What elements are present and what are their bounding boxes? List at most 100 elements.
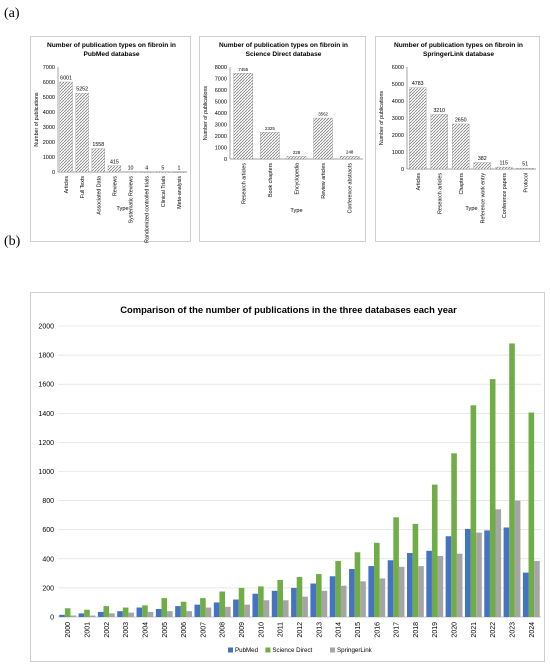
y-tick-label: 6000 xyxy=(43,80,55,86)
x-tick-label: Associated Data xyxy=(96,176,102,215)
x-tick-label: 2020 xyxy=(452,622,459,638)
y-tick-label: 6000 xyxy=(392,65,404,71)
bar-science-direct xyxy=(451,453,457,617)
bar-springerlink xyxy=(128,612,135,617)
x-tick-label: Clinical Trials xyxy=(161,176,167,208)
springerlink-types-svg: Number of publication types on fibroin i… xyxy=(379,42,536,224)
y-axis-label: Number of publications xyxy=(34,92,40,147)
bar-science-direct xyxy=(122,607,129,617)
bar-science-direct xyxy=(180,601,187,617)
yearly-comparison-chart: Comparison of the number of publications… xyxy=(30,292,545,662)
bar-springerlink xyxy=(70,615,77,617)
bar-pubmed xyxy=(349,568,355,617)
y-axis-label: Number of publications xyxy=(379,91,385,146)
x-tick-label: 2024 xyxy=(529,622,536,638)
bar-pubmed xyxy=(407,552,413,617)
y-tick-label: 2000 xyxy=(43,140,55,146)
x-tick-label: Book chapters xyxy=(268,163,274,197)
y-tick-label: 1800 xyxy=(38,353,54,360)
bar-springerlink xyxy=(418,566,424,617)
x-tick-label: 2004 xyxy=(142,622,149,638)
bar-springerlink xyxy=(360,581,366,617)
x-tick-label: 2015 xyxy=(355,622,362,638)
bar xyxy=(260,132,280,160)
data-label: 415 xyxy=(110,159,119,165)
panel-label-b: (b) xyxy=(4,234,21,249)
bar xyxy=(140,171,154,173)
x-tick-label: 2009 xyxy=(239,622,246,638)
x-tick-label: 2006 xyxy=(181,622,188,638)
x-tick-label: Conference abstracts xyxy=(348,163,354,214)
bar-springerlink xyxy=(244,604,250,617)
x-tick-label: Full Texts xyxy=(80,176,86,199)
data-label: 2650 xyxy=(455,117,467,123)
bar-pubmed xyxy=(194,604,201,617)
bar-springerlink xyxy=(495,509,502,617)
bar-springerlink xyxy=(205,607,212,617)
bar xyxy=(339,155,360,160)
x-tick-label: 2000 xyxy=(65,622,72,638)
y-axis-label: Number of publications xyxy=(203,86,209,141)
bar-springerlink xyxy=(147,611,154,617)
bar-science-direct xyxy=(316,574,322,617)
bar-springerlink xyxy=(89,615,96,617)
bar-springerlink xyxy=(456,553,463,617)
bar-pubmed xyxy=(78,613,85,617)
y-tick-label: 600 xyxy=(42,527,54,534)
pubmed-types-chart: Number of publication types on fibroin i… xyxy=(30,36,191,243)
legend-label: SpringerLink xyxy=(337,647,373,654)
x-tick-label: 2021 xyxy=(471,622,478,638)
bar-pubmed xyxy=(213,602,220,617)
x-tick-label: 2022 xyxy=(490,622,497,638)
bar-springerlink xyxy=(534,560,540,617)
data-label: 228 xyxy=(293,150,301,155)
data-label: 5 xyxy=(161,165,164,171)
y-tick-label: 8000 xyxy=(215,65,227,71)
x-tick-label: 2001 xyxy=(84,622,91,638)
bar-springerlink xyxy=(514,500,521,617)
y-tick-label: 1600 xyxy=(38,382,54,389)
bar xyxy=(452,123,470,170)
bar-pubmed xyxy=(503,527,510,617)
bar-science-direct xyxy=(470,405,477,617)
bar-science-direct xyxy=(335,560,341,617)
y-tick-label: 4000 xyxy=(215,111,227,117)
y-tick-label: 1400 xyxy=(38,411,54,418)
bar-science-direct xyxy=(489,379,496,617)
y-tick-label: 6000 xyxy=(215,88,227,94)
bar-pubmed xyxy=(136,607,143,617)
bar-science-direct xyxy=(296,576,303,617)
x-tick-label: 2013 xyxy=(316,622,323,638)
bar-springerlink xyxy=(476,532,482,617)
bar-pubmed xyxy=(484,530,490,617)
yearly-comparison-svg: Comparison of the number of publications… xyxy=(38,304,541,654)
bar-pubmed xyxy=(329,576,336,617)
y-tick-label: 5000 xyxy=(215,100,227,106)
data-label: 382 xyxy=(478,156,487,162)
y-tick-label: 0 xyxy=(52,170,55,176)
bar-science-direct xyxy=(277,579,283,617)
y-tick-label: 1000 xyxy=(215,146,227,152)
bar-science-direct xyxy=(354,552,361,617)
bar xyxy=(516,167,534,170)
data-label: 3210 xyxy=(433,108,445,114)
data-label: 7455 xyxy=(238,67,248,72)
y-tick-label: 1000 xyxy=(392,150,404,156)
bar-pubmed xyxy=(445,536,452,617)
bar-pubmed xyxy=(233,599,239,617)
bar xyxy=(91,148,105,173)
bar-springerlink xyxy=(186,611,192,617)
x-tick-label: 2016 xyxy=(374,622,381,638)
pubmed-types-svg: Number of publication types on fibroin i… xyxy=(34,42,187,243)
data-label: 2325 xyxy=(265,126,275,131)
bar-pubmed xyxy=(426,550,432,617)
y-tick-label: 200 xyxy=(42,585,54,592)
x-tick-label: Reference work entry xyxy=(480,173,486,224)
bar-springerlink xyxy=(302,596,308,617)
x-tick-label: Research articles xyxy=(437,173,443,214)
data-label: 4783 xyxy=(412,81,424,87)
legend-swatch xyxy=(228,647,233,653)
bar-science-direct xyxy=(412,523,419,617)
data-label: 248 xyxy=(346,150,354,155)
bar-pubmed xyxy=(291,587,297,617)
